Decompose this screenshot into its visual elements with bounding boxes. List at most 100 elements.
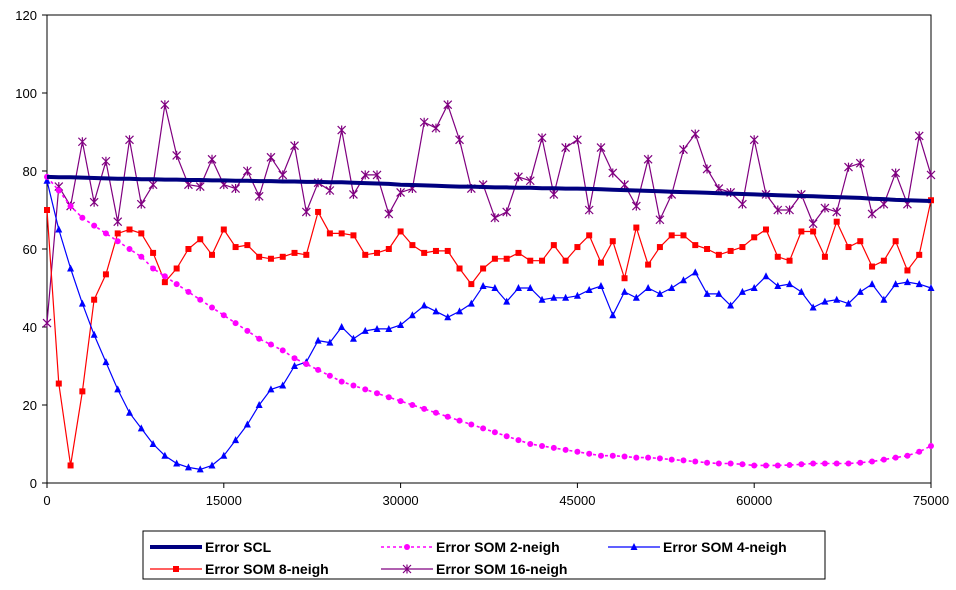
data-point (209, 304, 216, 311)
data-point (514, 284, 522, 291)
y-tick-label: 120 (15, 8, 37, 23)
data-point (786, 257, 793, 264)
data-point (114, 385, 122, 393)
data-point (632, 293, 640, 301)
data-point (597, 259, 604, 266)
data-point (315, 366, 322, 373)
data-point (502, 207, 512, 217)
y-tick-label: 0 (30, 476, 37, 491)
data-point (255, 401, 263, 408)
data-point (90, 330, 98, 338)
data-point (350, 232, 357, 239)
data-point (880, 456, 887, 463)
data-point (739, 461, 746, 468)
data-point (715, 289, 723, 297)
x-tick-label: 30000 (383, 493, 419, 508)
data-point (197, 296, 204, 303)
data-point (927, 284, 935, 291)
data-point (303, 361, 310, 368)
data-point (621, 287, 629, 295)
data-point (114, 238, 121, 245)
data-point (254, 191, 264, 201)
data-point (242, 166, 252, 176)
data-point (762, 462, 769, 469)
data-point (715, 251, 722, 258)
data-point (833, 460, 840, 467)
data-point (91, 222, 98, 229)
data-point (136, 199, 146, 209)
data-point (631, 201, 641, 211)
data-point (266, 152, 276, 162)
y-tick-label: 40 (23, 320, 37, 335)
data-point (561, 143, 571, 153)
legend-item: Error SCL (150, 539, 272, 555)
data-point (503, 255, 510, 262)
data-point (514, 172, 523, 182)
data-point (350, 382, 357, 389)
data-point (432, 307, 440, 315)
data-point (409, 402, 416, 408)
data-point (185, 288, 192, 295)
data-point (549, 189, 559, 199)
data-point (808, 219, 818, 229)
data-point (550, 293, 558, 301)
data-point (573, 291, 581, 299)
data-point (397, 398, 404, 405)
data-point (374, 249, 381, 256)
series-error-scl (46, 174, 932, 203)
data-point (762, 226, 769, 233)
data-point (928, 442, 934, 449)
data-point (692, 242, 699, 249)
data-point (515, 437, 522, 444)
data-point (114, 230, 121, 237)
data-point (420, 301, 428, 309)
data-point (404, 544, 410, 550)
data-point (290, 141, 299, 151)
data-point (326, 230, 333, 237)
data-point (55, 380, 62, 387)
data-point (915, 280, 923, 288)
data-point (562, 446, 569, 453)
data-point (126, 226, 133, 233)
legend: Error SCL Error SOM 2-neigh Error SOM 4-ne… (142, 530, 826, 580)
data-point (597, 282, 605, 290)
data-point (656, 455, 663, 462)
legend-item: Error SOM 16-neigh (381, 561, 567, 577)
data-point (586, 450, 593, 457)
data-point (869, 263, 876, 270)
series-error-som-16-neigh (42, 100, 936, 328)
data-point (243, 420, 251, 428)
data-point (315, 208, 322, 215)
data-point (596, 143, 606, 153)
data-point (444, 313, 452, 321)
data-point (904, 267, 911, 274)
data-point (727, 247, 734, 254)
legend-label: Error SOM 16-neigh (436, 561, 567, 577)
data-point (656, 289, 664, 297)
data-point (184, 463, 192, 471)
data-point (301, 207, 311, 217)
data-point (903, 278, 911, 286)
data-point (89, 197, 99, 207)
data-point (291, 355, 298, 362)
data-point (362, 386, 369, 393)
data-point (150, 265, 157, 272)
data-point (185, 246, 192, 252)
data-point (419, 117, 429, 127)
data-point (786, 462, 793, 469)
data-point (809, 303, 817, 311)
data-point (402, 564, 412, 574)
data-point (160, 100, 170, 110)
data-point (303, 251, 310, 258)
data-point (349, 189, 358, 199)
data-point (480, 265, 487, 272)
data-point (620, 180, 629, 190)
data-point (397, 228, 404, 235)
data-point (691, 268, 699, 276)
data-point (597, 452, 604, 459)
series-error-som-2-neigh (44, 173, 934, 469)
data-point (621, 453, 628, 460)
data-point (916, 448, 923, 455)
series-line (46, 174, 932, 203)
data-point (374, 390, 381, 397)
